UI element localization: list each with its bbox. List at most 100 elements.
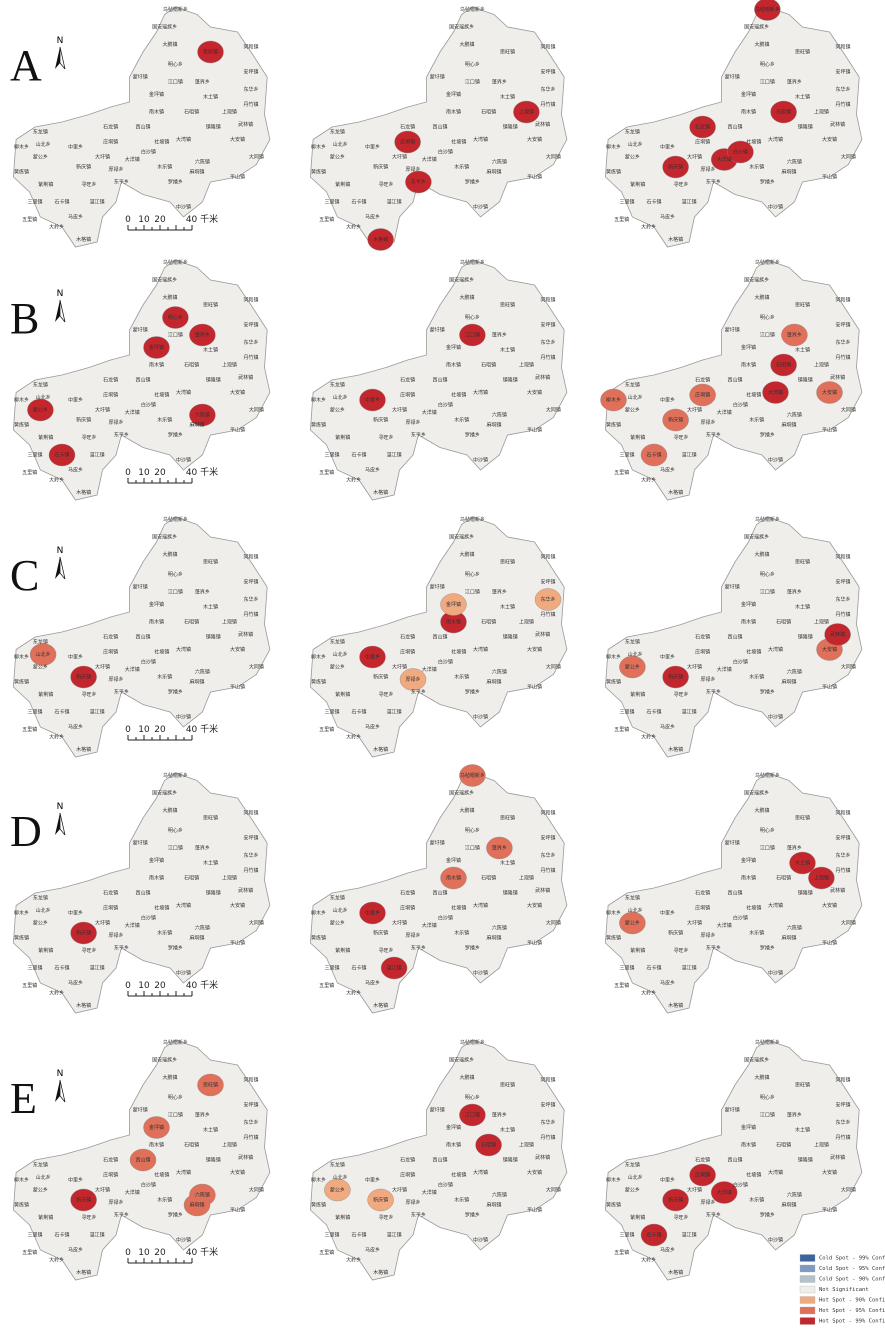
town-name: 大岭乡 bbox=[346, 477, 361, 484]
town-name: 山北乡 bbox=[333, 394, 348, 401]
town-name: 大安镇 bbox=[527, 389, 542, 396]
town-name: 大鹏镇 bbox=[754, 41, 769, 48]
town-name: 蓬界乡 bbox=[787, 332, 802, 339]
scale-label: 20 bbox=[154, 981, 166, 991]
town-name: 麻垌镇 bbox=[781, 169, 796, 176]
town-name: 思旺镇 bbox=[795, 559, 810, 566]
town-name: 思旺镇 bbox=[795, 1082, 810, 1089]
town-name: 东平乡 bbox=[706, 179, 721, 186]
town-name: 六陈镇 bbox=[787, 925, 802, 932]
town-name: 山北乡 bbox=[36, 1174, 51, 1181]
town-name: 大圩镇 bbox=[392, 920, 407, 927]
town-name: 东平乡 bbox=[114, 1212, 129, 1219]
town-name: 中沙镇 bbox=[176, 204, 191, 211]
town-name: 安坪镇 bbox=[540, 1102, 555, 1109]
town-name: 紫荆镇 bbox=[335, 691, 350, 698]
town-name: 白沙镇 bbox=[141, 1182, 156, 1189]
legend-label: Hot Spot - 99% Confidence bbox=[819, 1319, 885, 1325]
town-name: 木土镇 bbox=[203, 604, 218, 611]
town-name: 寻旺乡 bbox=[378, 435, 393, 441]
town-name: 中沙镇 bbox=[176, 1237, 191, 1244]
town-name: 平山镇 bbox=[230, 427, 245, 434]
town-name: 东龙镇 bbox=[330, 895, 345, 902]
town-name: 蓬界乡 bbox=[492, 79, 507, 86]
town-name: 寻旺乡 bbox=[378, 948, 393, 954]
town-name: 湛江镇 bbox=[387, 452, 402, 459]
town-name: 寻旺乡 bbox=[81, 1215, 96, 1221]
town-name: 蓬界乡 bbox=[492, 1112, 507, 1119]
town-name: 大湾镇 bbox=[768, 136, 783, 143]
town-name: 石卡镇 bbox=[54, 965, 69, 972]
town-name: 木格镇 bbox=[668, 1002, 683, 1009]
town-name: 中里乡 bbox=[365, 654, 380, 661]
town-name: 黄练镇 bbox=[606, 169, 621, 176]
town-name: 木格镇 bbox=[373, 1002, 388, 1009]
town-name: 新庆镇 bbox=[668, 674, 683, 681]
town-name: 麻垌镇 bbox=[189, 679, 204, 686]
town-name: 大洋镇 bbox=[717, 666, 732, 673]
town-name: 山北乡 bbox=[628, 394, 643, 401]
town-name: 东龙镇 bbox=[330, 382, 345, 389]
town-name: 木土镇 bbox=[795, 94, 810, 101]
town-name: 武林镇 bbox=[535, 121, 550, 128]
town-name: 三里镇 bbox=[27, 709, 42, 716]
town-name: 石咀镇 bbox=[481, 109, 496, 116]
town-name: 蒙公乡 bbox=[33, 154, 48, 161]
town-name: 柳木乡 bbox=[311, 397, 326, 404]
town-name: 蒙公乡 bbox=[33, 920, 48, 927]
town-name: 思旺镇 bbox=[795, 302, 810, 309]
town-name: 石咀镇 bbox=[184, 875, 199, 882]
town-name: 木格镇 bbox=[373, 489, 388, 496]
town-name: 武林镇 bbox=[830, 887, 845, 894]
town-name: 大岭乡 bbox=[346, 224, 361, 231]
town-name: 平山镇 bbox=[527, 174, 542, 181]
town-name: 东华乡 bbox=[835, 339, 850, 346]
town-name: 江口镇 bbox=[168, 332, 183, 339]
town-name: 安坪镇 bbox=[243, 69, 258, 76]
town-name: 金坪镇 bbox=[446, 857, 461, 864]
town-name: 东平乡 bbox=[411, 1212, 426, 1219]
town-name: 三里镇 bbox=[27, 1232, 42, 1239]
town-name: 武林镇 bbox=[830, 121, 845, 128]
town-name: 金坪镇 bbox=[446, 601, 461, 608]
town-name: 庄垌镇 bbox=[695, 139, 710, 146]
town-name: 东平乡 bbox=[706, 432, 721, 439]
town-name: 中里乡 bbox=[365, 1177, 380, 1184]
town-name: 国安瑶族乡 bbox=[744, 277, 769, 284]
town-name: 紫荆镇 bbox=[38, 1214, 53, 1221]
town-name: 六陈镇 bbox=[492, 669, 507, 676]
town-name: 南木镇 bbox=[741, 1142, 756, 1149]
town-name: 乌毡帽新乡 bbox=[755, 6, 780, 13]
town-name: 平山镇 bbox=[527, 940, 542, 947]
row-label: B bbox=[10, 294, 39, 343]
legend-swatch bbox=[800, 1318, 815, 1325]
town-name: 镇隆镇 bbox=[206, 890, 221, 897]
town-name: 同和镇 bbox=[835, 44, 850, 51]
town-name: 石卡镇 bbox=[54, 199, 69, 206]
town-name: 东龙镇 bbox=[33, 639, 48, 646]
north-arrow bbox=[55, 557, 60, 579]
town-name: 庄垌镇 bbox=[103, 905, 118, 912]
town-name: 同和镇 bbox=[540, 810, 555, 817]
town-name: 国安瑶族乡 bbox=[744, 534, 769, 541]
town-name: 柳木乡 bbox=[14, 1177, 29, 1184]
town-name: 中沙镇 bbox=[176, 457, 191, 464]
town-name: 大湾镇 bbox=[473, 389, 488, 396]
north-arrow bbox=[60, 300, 65, 322]
town-name: 金坪镇 bbox=[741, 1124, 756, 1131]
town-name: 木乐镇 bbox=[749, 1197, 764, 1204]
town-name: 明心乡 bbox=[168, 1094, 183, 1101]
town-name: 安坪镇 bbox=[835, 1102, 850, 1109]
town-name: 东平乡 bbox=[411, 432, 426, 439]
town-name: 江口镇 bbox=[760, 589, 775, 596]
town-name: 寻旺乡 bbox=[673, 948, 688, 954]
north-arrow bbox=[60, 557, 65, 579]
town-name: 新庆镇 bbox=[76, 674, 91, 681]
town-name: 厚禄乡 bbox=[108, 419, 123, 426]
town-name: 国安瑶族乡 bbox=[744, 790, 769, 797]
town-name: 大同镇 bbox=[841, 407, 856, 414]
town-name: 庄垌镇 bbox=[400, 905, 415, 912]
town-name: 思旺镇 bbox=[500, 49, 515, 56]
town-name: 新庆镇 bbox=[373, 1197, 388, 1204]
town-name: 中沙镇 bbox=[473, 1237, 488, 1244]
